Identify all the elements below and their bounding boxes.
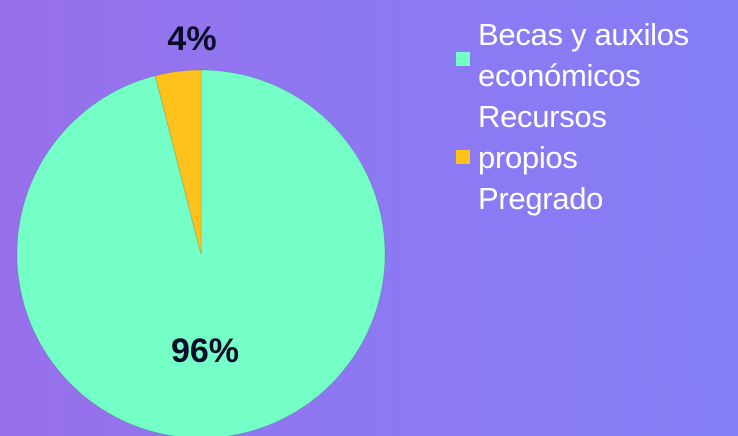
slice-label-becas: 96%	[171, 332, 239, 370]
pie-slice-becas	[16, 69, 386, 436]
legend-swatch-recursos	[456, 150, 470, 164]
legend-label-becas: Becas y auxilos económicos	[478, 17, 689, 93]
slice-label-recursos: 4%	[167, 20, 216, 58]
legend-label-recursos: Recursos propios Pregrado	[478, 99, 607, 216]
legend-item-recursos: Recursos propios Pregrado	[452, 96, 736, 219]
pie-slices	[16, 69, 386, 436]
legend: Becas y auxilos económicos Recursos prop…	[452, 14, 736, 219]
pie-slice-recursos	[154, 69, 202, 255]
legend-swatch-becas	[456, 52, 470, 66]
legend-item-becas: Becas y auxilos económicos	[452, 14, 736, 96]
